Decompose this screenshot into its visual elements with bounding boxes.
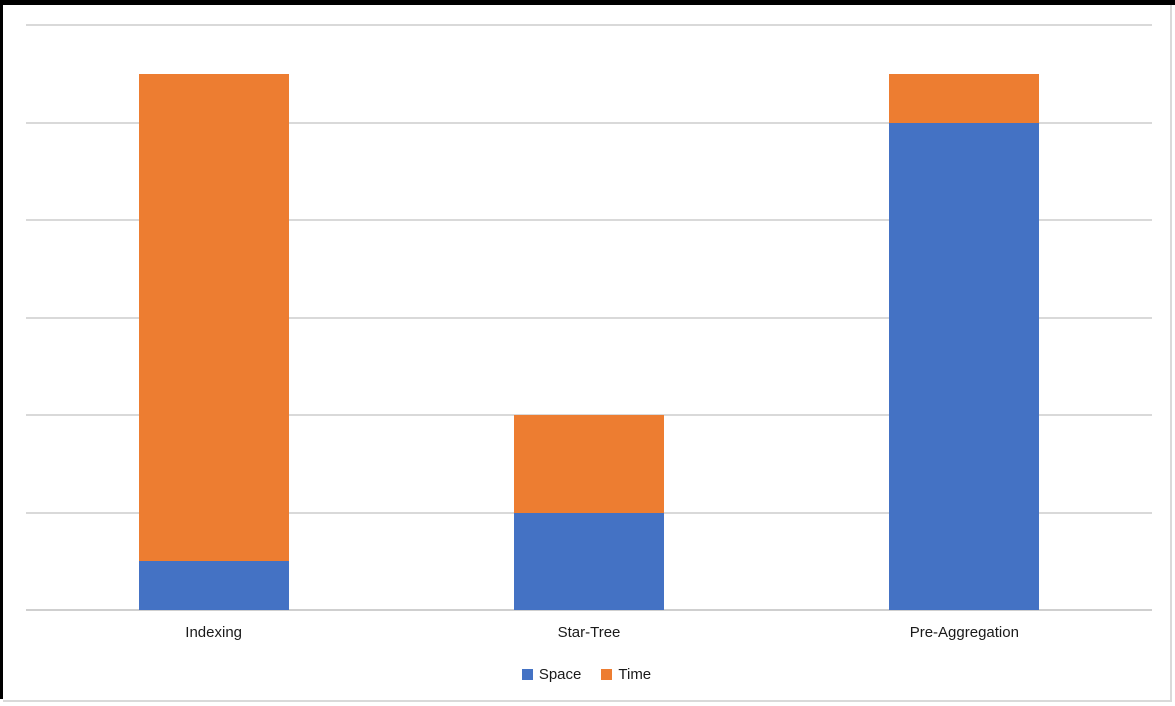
legend-label-space: Space — [538, 666, 582, 683]
legend-item-time: Time — [601, 666, 651, 683]
bar-star-tree — [514, 25, 664, 610]
bar-pre-aggregation — [889, 25, 1040, 610]
gridline — [26, 121, 1152, 124]
x-axis-line — [26, 609, 1152, 611]
window-frame-left — [0, 0, 3, 699]
x-axis-label-indexing: Indexing — [185, 624, 243, 641]
bar-segment-space — [138, 561, 289, 610]
x-axis-label-pre-aggregation: Pre-Aggregation — [909, 624, 1019, 641]
legend-item-space: Space — [521, 666, 582, 683]
bar-segment-time — [514, 415, 664, 513]
gridline — [26, 316, 1152, 319]
bar-segment-time — [889, 73, 1040, 123]
bar-segment-time — [138, 73, 289, 562]
plot-area — [26, 24, 1152, 611]
gridline — [26, 219, 1152, 222]
legend-swatch-space-icon — [521, 669, 533, 680]
bar-indexing — [138, 25, 289, 610]
legend-label-time: Time — [618, 666, 652, 683]
chart-legend: Space Time — [3, 666, 1170, 683]
window-frame-top — [0, 0, 1175, 5]
bar-segment-space — [514, 512, 664, 610]
gridline — [26, 24, 1152, 26]
legend-swatch-time-icon — [601, 669, 613, 680]
stacked-bar-chart: Indexing Star-Tree Pre-Aggregation Space… — [3, 5, 1172, 702]
bar-segment-space — [889, 122, 1040, 610]
x-axis-label-star-tree: Star-Tree — [557, 624, 621, 641]
x-axis-labels: Indexing Star-Tree Pre-Aggregation — [26, 624, 1152, 641]
